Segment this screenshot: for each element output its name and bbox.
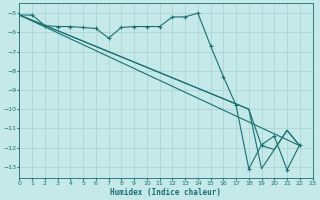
X-axis label: Humidex (Indice chaleur): Humidex (Indice chaleur) <box>110 188 221 197</box>
